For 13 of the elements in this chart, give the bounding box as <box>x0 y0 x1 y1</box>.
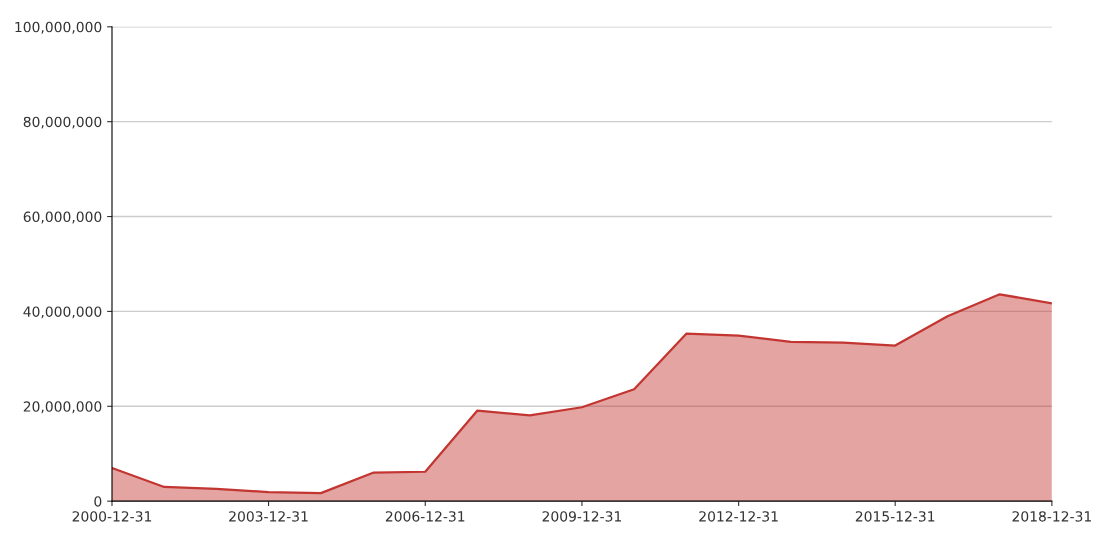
y-tick-label: 80,000,000 <box>23 116 102 129</box>
x-tick-label: 2015-12-31 <box>855 511 935 522</box>
x-tick-label: 2009-12-31 <box>542 511 622 522</box>
y-tick-label: 60,000,000 <box>23 211 102 224</box>
x-tick-label: 2003-12-31 <box>229 511 308 522</box>
x-tick-label: 2012-12-31 <box>699 511 778 522</box>
y-tick-label: 20,000,000 <box>23 401 102 414</box>
y-tick-label: 0 <box>94 496 102 507</box>
y-tick-label: 40,000,000 <box>23 306 102 319</box>
x-tick-label: 2006-12-31 <box>385 511 465 522</box>
x-tick-label: 2000-12-31 <box>72 511 152 522</box>
y-tick-label: 100,000,000 <box>15 21 102 34</box>
x-tick-label: 2018-12-31 <box>1012 511 1091 522</box>
